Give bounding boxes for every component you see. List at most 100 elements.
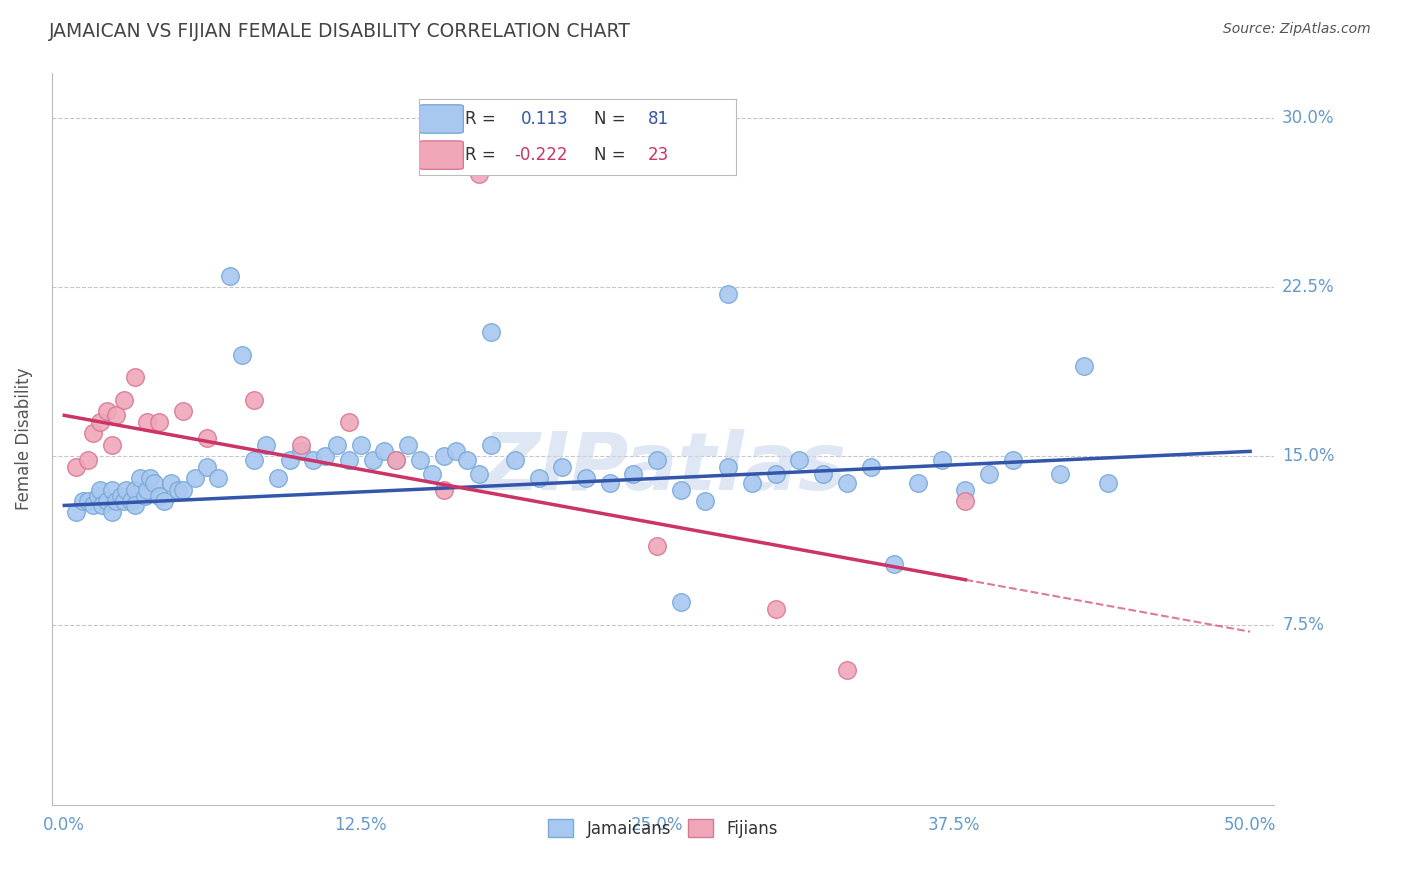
Point (105, 409, 128, 423)
Point (433, 483, 456, 497)
Point (290, 444, 312, 458)
Point (468, 167, 491, 181)
Point (290, 437, 312, 451)
Text: Source: ZipAtlas.com: Source: ZipAtlas.com (1223, 22, 1371, 37)
Text: 7.5%: 7.5% (1282, 615, 1324, 634)
Point (77, 453, 100, 467)
Point (207, 471, 229, 485)
Point (100, 483, 122, 497)
Point (219, 268, 242, 283)
Point (124, 483, 146, 497)
Point (112, 392, 135, 407)
Point (717, 460, 740, 475)
Point (89, 415, 111, 429)
Point (143, 475, 166, 490)
Point (979, 467, 1001, 481)
Point (409, 453, 432, 467)
Point (765, 467, 787, 481)
Legend: Jamaicans, Fijians: Jamaicans, Fijians (541, 813, 785, 844)
Point (551, 460, 574, 475)
Point (717, 286, 740, 301)
Point (669, 483, 692, 497)
Point (931, 453, 953, 467)
Point (243, 392, 266, 407)
Point (195, 431, 218, 445)
Point (148, 415, 170, 429)
Point (326, 437, 349, 451)
Point (396, 437, 419, 451)
Point (124, 370, 146, 384)
Point (82, 426, 104, 441)
Point (105, 494, 128, 508)
Point (623, 467, 645, 481)
Point (1097, 475, 1119, 490)
Point (267, 471, 290, 485)
Text: 15.0%: 15.0% (1282, 447, 1334, 465)
Point (741, 475, 763, 490)
Text: JAMAICAN VS FIJIAN FEMALE DISABILITY CORRELATION CHART: JAMAICAN VS FIJIAN FEMALE DISABILITY COR… (49, 22, 631, 41)
Point (883, 557, 905, 571)
Point (789, 453, 811, 467)
Y-axis label: Female Disability: Female Disability (15, 368, 32, 510)
Point (859, 460, 882, 475)
Point (955, 494, 977, 508)
Point (86, 490, 108, 504)
Text: ZIPatlas: ZIPatlas (481, 429, 845, 508)
Point (89, 483, 111, 497)
Point (361, 453, 384, 467)
Point (112, 494, 135, 508)
Point (907, 475, 929, 490)
Point (278, 453, 301, 467)
Point (1001, 453, 1024, 467)
Point (385, 453, 408, 467)
Point (77, 494, 100, 508)
Point (373, 444, 395, 458)
Point (468, 467, 491, 481)
Point (65, 460, 87, 475)
Point (136, 483, 159, 497)
Point (115, 483, 138, 497)
Point (136, 415, 159, 429)
Point (479, 437, 502, 451)
Text: 22.5%: 22.5% (1282, 278, 1334, 296)
Point (385, 453, 408, 467)
Point (314, 449, 336, 463)
Point (350, 437, 373, 451)
Point (835, 475, 858, 490)
Point (669, 595, 692, 609)
Point (527, 471, 550, 485)
Point (72, 494, 94, 508)
Point (337, 415, 360, 429)
Point (172, 404, 194, 418)
Point (1049, 467, 1071, 481)
Point (82, 499, 104, 513)
Point (138, 471, 160, 485)
Point (120, 494, 142, 508)
Point (599, 475, 621, 490)
Point (100, 505, 122, 519)
Point (1073, 359, 1095, 373)
Point (195, 460, 218, 475)
Point (243, 453, 266, 467)
Point (184, 471, 207, 485)
Point (96, 404, 118, 418)
Point (148, 490, 170, 504)
Point (231, 347, 253, 361)
Point (693, 494, 716, 508)
Point (302, 453, 325, 467)
Point (167, 483, 190, 497)
Point (456, 453, 478, 467)
Point (110, 490, 132, 504)
Point (575, 471, 598, 485)
Point (96, 494, 118, 508)
Point (444, 444, 467, 458)
Point (254, 437, 277, 451)
Point (645, 539, 668, 553)
Point (765, 602, 787, 616)
Point (433, 449, 456, 463)
Point (160, 475, 183, 490)
Point (91, 499, 114, 513)
Point (503, 453, 526, 467)
Point (955, 483, 977, 497)
Point (645, 453, 668, 467)
